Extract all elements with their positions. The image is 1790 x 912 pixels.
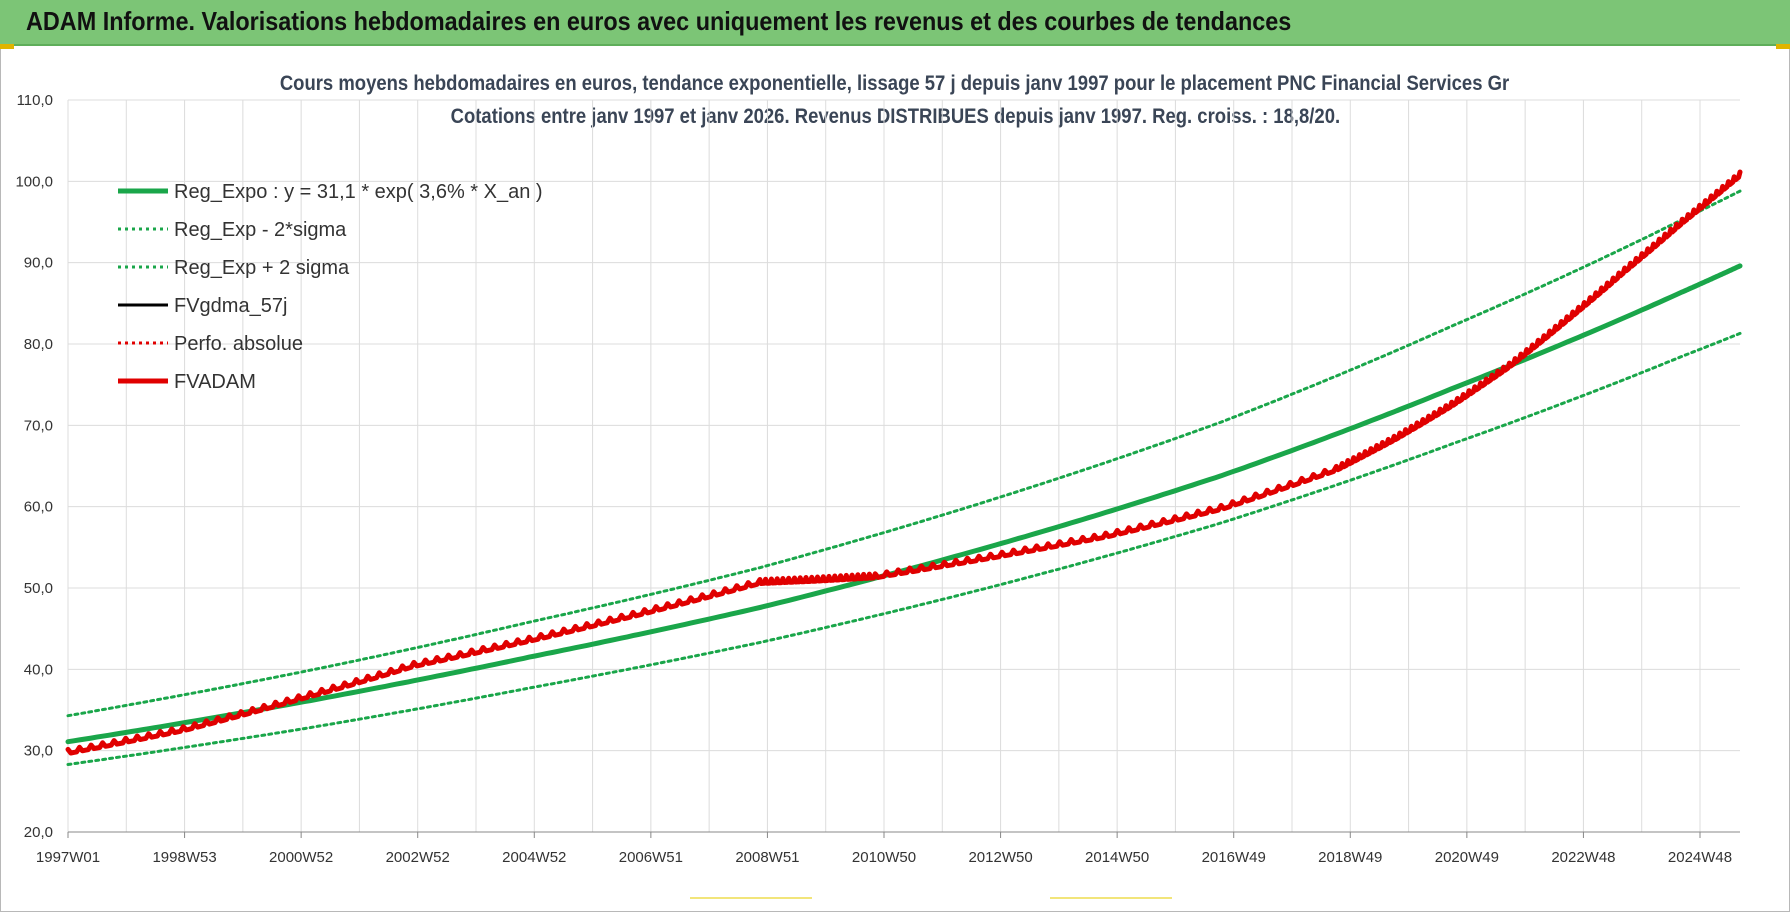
corner-mark-right	[1776, 44, 1790, 49]
chart-title-text: Cours moyens hebdomadaires en euros, ten…	[280, 72, 1510, 95]
x-tick-label: 2022W48	[1551, 849, 1615, 866]
report-title: ADAM Informe. Valorisations hebdomadaire…	[26, 6, 1292, 36]
series-line-3	[65, 169, 1743, 756]
y-tick-label: 30,0	[24, 743, 53, 760]
x-tick-label: 1997W01	[36, 849, 100, 866]
x-tick-label: 2012W50	[968, 849, 1032, 866]
corner-mark-left	[0, 44, 14, 49]
series-line-0	[65, 263, 1743, 745]
y-tick-label: 20,0	[24, 824, 53, 841]
y-tick-label: 90,0	[24, 255, 53, 272]
x-tick-label: 2004W52	[502, 849, 566, 866]
x-tick-label: 2008W51	[735, 849, 799, 866]
x-tick-label: 2002W52	[386, 849, 450, 866]
x-tick-label: 2024W48	[1668, 849, 1732, 866]
x-tick-label: 2014W50	[1085, 849, 1149, 866]
chart-title: Cours moyens hebdomadaires en euros, ten…	[0, 72, 1790, 96]
x-tick-label: 2000W52	[269, 849, 333, 866]
legend-label: Reg_Exp - 2*sigma	[174, 219, 347, 241]
series-line-1	[66, 331, 1742, 766]
x-tick-label: 2018W49	[1318, 849, 1382, 866]
y-tick-label: 40,0	[24, 661, 53, 678]
legend-label: Reg_Expo : y = 31,1 * exp( 3,6% * X_an )	[174, 181, 543, 203]
x-tick-label: 2020W49	[1435, 849, 1499, 866]
y-tick-label: 80,0	[24, 336, 53, 353]
y-tick-label: 50,0	[24, 580, 53, 597]
x-tick-label: 2016W49	[1202, 849, 1266, 866]
y-tick-label: 110,0	[17, 92, 53, 109]
x-tick-label: 2010W50	[852, 849, 916, 866]
legend-label: FVADAM	[174, 371, 256, 393]
x-tick-label: 2006W51	[619, 849, 683, 866]
legend-label: Reg_Exp + 2 sigma	[174, 257, 350, 279]
grid-lines	[67, 99, 1740, 833]
y-tick-label: 60,0	[24, 499, 53, 516]
series-group	[65, 169, 1743, 766]
x-tick-label: 1998W53	[152, 849, 216, 866]
series-line-2	[66, 189, 1742, 718]
legend: Reg_Expo : y = 31,1 * exp( 3,6% * X_an )…	[118, 181, 543, 393]
footer-mark-b	[1050, 897, 1172, 899]
report-header: ADAM Informe. Valorisations hebdomadaire…	[0, 0, 1790, 46]
legend-label: Perfo. absolue	[174, 333, 303, 355]
y-axis-ticks: 110,0 100,0 90,0 80,0 70,0 60,0 50,0 40,0 30,0 20…	[15, 92, 53, 841]
footer-mark-a	[690, 897, 812, 899]
legend-label: FVgdma_57j	[174, 295, 287, 317]
x-axis-ticks: 1997W01 1998W53 2000W52 2002W52 2004W52 2006W…	[36, 831, 1740, 866]
y-tick-label: 70,0	[24, 417, 53, 434]
y-tick-label: 100,0	[15, 173, 53, 190]
